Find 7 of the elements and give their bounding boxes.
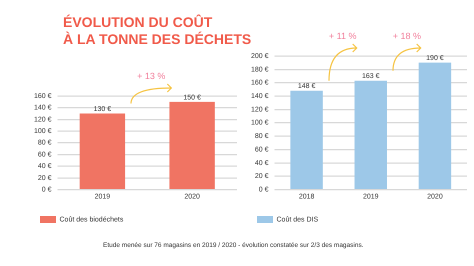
text: + 11 %: [328, 31, 358, 41]
text: + 13 %: [136, 71, 166, 81]
bar: [418, 62, 452, 189]
bar: [354, 80, 387, 189]
chart-title: ÉVOLUTION DU COÛT À LA TONNE DES DÉCHETS: [63, 14, 252, 48]
text: + 18 %: [392, 31, 422, 41]
bar: [290, 90, 323, 189]
